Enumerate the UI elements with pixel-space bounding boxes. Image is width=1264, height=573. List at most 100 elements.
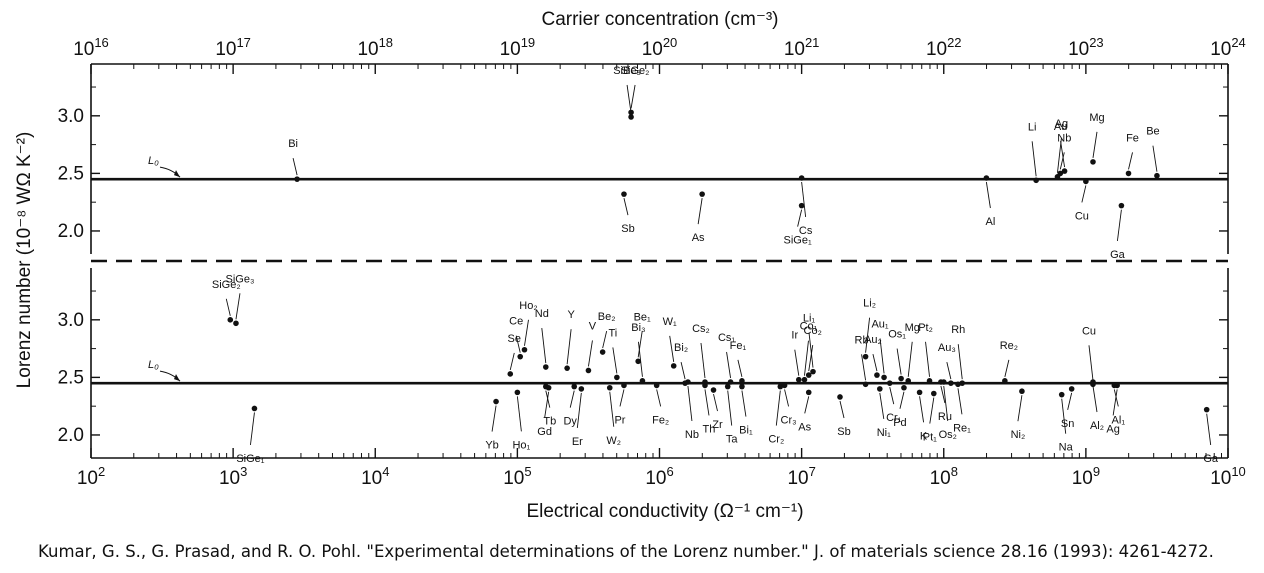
bottom-tick-label: 104 bbox=[361, 464, 389, 489]
point-label: Pr bbox=[614, 414, 625, 426]
leader-line bbox=[943, 385, 949, 422]
point-label: Cs₂ bbox=[692, 323, 710, 335]
point-label: W₁ bbox=[663, 316, 677, 328]
leader-line bbox=[925, 341, 930, 377]
leader-line bbox=[626, 84, 632, 114]
point-label: Rb bbox=[855, 334, 869, 346]
data-point bbox=[795, 376, 802, 383]
point-label: Nd bbox=[535, 308, 549, 320]
data-point bbox=[881, 374, 887, 381]
point-label: SiGe₃ bbox=[225, 273, 254, 285]
leader-line bbox=[569, 390, 575, 408]
leader-line bbox=[794, 349, 800, 376]
top-axis-ticks: 1016 1017 1018 1019 1020 1021 1022 1023 1024 bbox=[73, 35, 1246, 74]
leader-line bbox=[704, 389, 710, 416]
point-label: Nb bbox=[1057, 132, 1071, 144]
point-label: Cr₂ bbox=[768, 434, 784, 446]
bottom-tick-label: 109 bbox=[1072, 464, 1100, 489]
leader-line bbox=[899, 391, 905, 409]
point-label: Fe₂ bbox=[652, 414, 669, 426]
data-point bbox=[294, 176, 300, 182]
data-point bbox=[639, 378, 646, 384]
point-label: Au₃ bbox=[938, 342, 956, 354]
top-tick-label: 1022 bbox=[926, 35, 962, 60]
leader-line bbox=[808, 345, 814, 372]
data-point bbox=[635, 358, 641, 365]
leader-line bbox=[491, 405, 497, 432]
leader-line bbox=[235, 293, 241, 320]
point-label: SiGe₂ bbox=[212, 279, 241, 291]
data-point bbox=[585, 367, 592, 374]
point-label: SiGe₂ bbox=[621, 65, 650, 77]
point-label: Os₁ bbox=[888, 329, 906, 341]
data-point bbox=[955, 381, 961, 388]
point-label: Bi₁ bbox=[739, 425, 753, 437]
leader-line bbox=[804, 396, 810, 414]
data-point bbox=[1019, 388, 1025, 395]
leader-line bbox=[808, 332, 814, 368]
point-label: Be₂ bbox=[598, 311, 616, 323]
leader-line bbox=[784, 389, 790, 407]
top-tick-label: 1020 bbox=[642, 35, 678, 60]
point-label: Ni₁ bbox=[877, 427, 891, 439]
leader-line bbox=[1060, 141, 1066, 168]
point-label: Cr₁ bbox=[886, 412, 902, 424]
point-label: Bi₃ bbox=[631, 322, 645, 334]
leader-line bbox=[896, 348, 902, 375]
data-point bbox=[710, 387, 717, 393]
point-label: Gd bbox=[537, 426, 552, 438]
data-point bbox=[837, 394, 843, 400]
data-point bbox=[739, 383, 745, 390]
data-point bbox=[1054, 174, 1061, 180]
leader-line bbox=[623, 198, 629, 216]
point-label: Ce bbox=[509, 316, 523, 328]
leader-line bbox=[946, 362, 952, 380]
data-point bbox=[507, 371, 514, 377]
leader-line bbox=[919, 396, 925, 423]
top-axis-title: Carrier concentration (cm⁻³) bbox=[541, 9, 778, 30]
leader-line bbox=[1081, 185, 1087, 203]
leader-line bbox=[1067, 392, 1073, 411]
data-point bbox=[1083, 178, 1089, 185]
data-point bbox=[702, 379, 708, 385]
leader-line bbox=[957, 388, 963, 415]
data-point bbox=[1002, 378, 1008, 384]
point-label: Er bbox=[572, 436, 583, 448]
data-point bbox=[905, 378, 912, 384]
point-label: Cu bbox=[1075, 210, 1089, 222]
leader-line bbox=[1059, 152, 1065, 170]
y-tick-label: 2.5 bbox=[58, 367, 84, 388]
leader-line bbox=[727, 390, 733, 426]
point-label: Se bbox=[508, 333, 521, 345]
point-label: W₂ bbox=[606, 435, 621, 447]
leader-line bbox=[1088, 345, 1094, 381]
data-point bbox=[798, 202, 805, 209]
leader-line bbox=[669, 335, 675, 362]
point-label: Ta bbox=[726, 434, 739, 446]
leader-line bbox=[225, 298, 231, 316]
point-label: K bbox=[920, 430, 928, 442]
point-label: Ho₂ bbox=[519, 300, 537, 312]
top-tick-label: 1021 bbox=[784, 35, 820, 60]
reference-arrow-head bbox=[174, 374, 180, 382]
data-point bbox=[898, 375, 904, 382]
point-label: Pt₁ bbox=[923, 432, 937, 444]
bottom-tick-label: 106 bbox=[645, 464, 673, 489]
data-point bbox=[916, 389, 923, 396]
y-tick-label: 3.0 bbox=[58, 106, 84, 127]
data-point bbox=[724, 383, 731, 390]
leader-line bbox=[515, 335, 521, 353]
data-point bbox=[514, 389, 521, 396]
point-label: Bi₂ bbox=[674, 342, 688, 354]
leader-line bbox=[1092, 385, 1098, 413]
leader-line bbox=[700, 342, 706, 379]
point-label: Li₂ bbox=[863, 298, 876, 310]
leader-line bbox=[509, 352, 515, 371]
data-point bbox=[628, 114, 634, 120]
point-label: Th bbox=[703, 423, 716, 435]
data-point bbox=[1033, 177, 1039, 184]
leader-line bbox=[637, 331, 643, 358]
data-point bbox=[959, 380, 966, 386]
leader-line bbox=[1004, 359, 1010, 377]
data-point bbox=[1118, 202, 1125, 209]
